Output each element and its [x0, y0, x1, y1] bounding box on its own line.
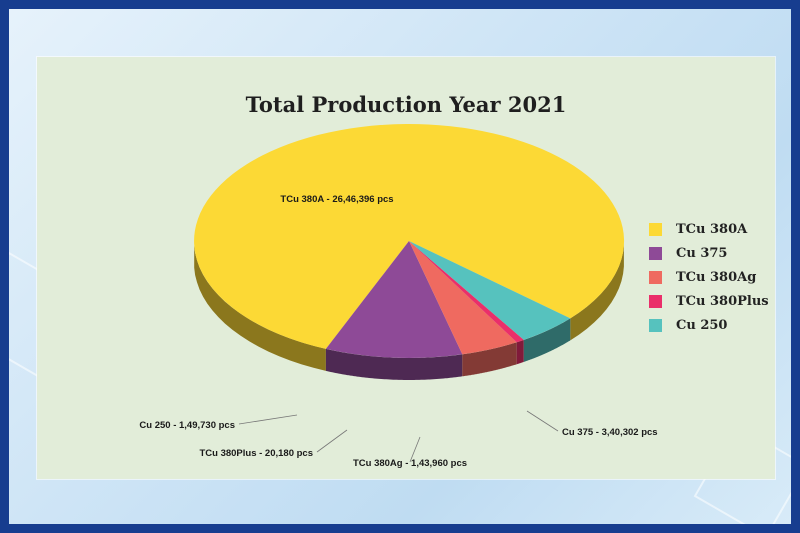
legend: TCu 380A Cu 375 TCu 380Ag TCu 380Plus Cu 250 [649, 217, 769, 337]
leader-line-cu-250 [238, 414, 298, 425]
legend-item-cu-250: Cu 250 [649, 313, 769, 337]
pie-slice-cu-250 [409, 241, 571, 340]
pie-side-tcu-380a [570, 244, 624, 341]
pie-slice-cu-375 [325, 241, 463, 358]
pie-side-tcu-380ag [462, 342, 517, 377]
legend-label: Cu 375 [676, 245, 728, 261]
legend-label: TCu 380Ag [676, 269, 757, 285]
data-label-cu-250: Cu 250 - 1,49,730 pcs [139, 420, 235, 431]
legend-item-tcu-380plus: TCu 380Plus [649, 289, 769, 313]
legend-item-tcu-380ag: TCu 380Ag [649, 265, 769, 289]
pie-slice-tcu-380plus [409, 241, 524, 343]
legend-label: TCu 380A [676, 221, 748, 237]
pie-slice-tcu-380a [194, 124, 625, 349]
legend-swatch [649, 246, 662, 260]
chart-title: Total Production Year 2021 [245, 92, 567, 117]
data-label-tcu-380ag: TCu 380Ag - 1,43,960 pcs [353, 458, 467, 469]
legend-item-cu-375: Cu 375 [649, 241, 769, 265]
leader-line-cu-375 [526, 410, 559, 432]
legend-item-tcu-380a: TCu 380A [649, 217, 769, 241]
legend-swatch [649, 222, 662, 236]
pie-side-cu-375 [325, 348, 463, 380]
data-label-cu-375: Cu 375 - 3,40,302 pcs [562, 427, 658, 438]
data-label-tcu-380a: TCu 380A - 26,46,396 pcs [280, 194, 393, 205]
legend-swatch [649, 294, 662, 308]
pie-side-tcu-380a [194, 245, 326, 371]
pie-slice-tcu-380ag [409, 241, 517, 355]
legend-swatch [649, 318, 662, 332]
leader-line-tcu-380ag [409, 436, 421, 463]
legend-swatch [649, 270, 662, 284]
legend-label: TCu 380Plus [676, 293, 769, 309]
pie-chart: TCu 380A - 26,46,396 pcs Cu 375 - 3,40,30… [139, 124, 658, 469]
legend-label: Cu 250 [676, 317, 728, 333]
chart-panel: Total Production Year 2021 TCu 380A - 26… [37, 57, 775, 479]
pie-side-cu-250 [523, 318, 571, 362]
pie-side-tcu-380plus [516, 339, 524, 365]
data-label-tcu-380plus: TCu 380Plus - 20,180 pcs [199, 448, 313, 459]
leader-line-tcu-380plus [316, 429, 348, 453]
